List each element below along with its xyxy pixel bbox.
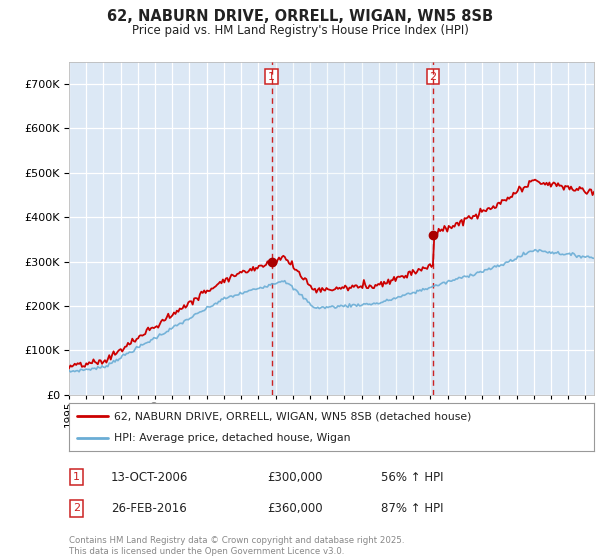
Text: 62, NABURN DRIVE, ORRELL, WIGAN, WN5 8SB: 62, NABURN DRIVE, ORRELL, WIGAN, WN5 8SB — [107, 9, 493, 24]
Text: 26-FEB-2016: 26-FEB-2016 — [111, 502, 187, 515]
Text: 62, NABURN DRIVE, ORRELL, WIGAN, WN5 8SB (detached house): 62, NABURN DRIVE, ORRELL, WIGAN, WN5 8SB… — [113, 411, 471, 421]
Text: 87% ↑ HPI: 87% ↑ HPI — [381, 502, 443, 515]
Text: HPI: Average price, detached house, Wigan: HPI: Average price, detached house, Wiga… — [113, 433, 350, 443]
Text: Contains HM Land Registry data © Crown copyright and database right 2025.
This d: Contains HM Land Registry data © Crown c… — [69, 536, 404, 556]
Text: £360,000: £360,000 — [267, 502, 323, 515]
Text: Price paid vs. HM Land Registry's House Price Index (HPI): Price paid vs. HM Land Registry's House … — [131, 24, 469, 36]
Bar — [272, 62, 433, 395]
Text: 56% ↑ HPI: 56% ↑ HPI — [381, 470, 443, 484]
Text: 1: 1 — [73, 472, 80, 482]
Text: 2: 2 — [73, 503, 80, 514]
Text: £300,000: £300,000 — [267, 470, 323, 484]
Text: 2: 2 — [430, 72, 437, 82]
Text: 1: 1 — [268, 72, 275, 82]
Text: 13-OCT-2006: 13-OCT-2006 — [111, 470, 188, 484]
